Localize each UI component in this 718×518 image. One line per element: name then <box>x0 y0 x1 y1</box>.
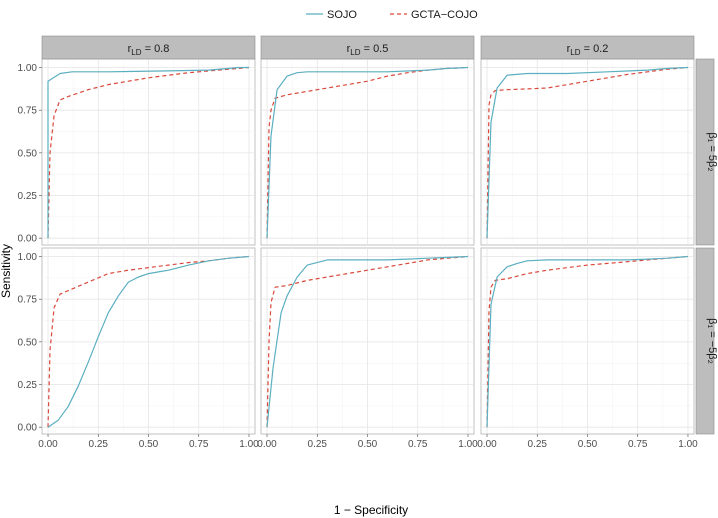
column-strip <box>41 35 256 60</box>
x-tick-label: 0.25 <box>308 439 328 450</box>
x-tick-label: 0.75 <box>408 439 428 450</box>
y-tick-label: 0.75 <box>18 295 38 306</box>
strip-label-main: r <box>128 43 132 55</box>
panel <box>260 58 475 246</box>
strip-label-sub: LD <box>570 48 580 57</box>
strip-label-main: r <box>567 43 571 55</box>
strip-label-value: = 0.2 <box>581 43 609 55</box>
series-line-gcta-cojo <box>486 255 689 428</box>
series-line-sojo <box>47 255 250 428</box>
column-strip-label: rLD = 0.5 <box>347 43 389 57</box>
y-tick-label: 0.50 <box>18 337 38 348</box>
series-line-gcta-cojo <box>486 66 689 239</box>
x-tick-label: 1.00 <box>239 439 259 450</box>
facet-panels <box>41 58 695 435</box>
x-tick-label: 0.50 <box>578 439 598 450</box>
row-strip-label: β₁ = 5β₂ <box>706 132 718 171</box>
series-line-sojo <box>486 66 689 239</box>
column-strip <box>480 35 695 60</box>
x-tick-label: 0.25 <box>89 439 109 450</box>
column-strip-label: rLD = 0.8 <box>128 43 170 57</box>
strip-label-main: r <box>347 43 351 55</box>
panel <box>480 58 695 246</box>
legend: SOJO GCTA−COJO <box>306 9 478 21</box>
y-tick-label: 0.00 <box>18 423 38 434</box>
y-tick-label: 1.00 <box>18 63 38 74</box>
legend-label: GCTA−COJO <box>411 9 478 21</box>
series-line-gcta-cojo <box>266 66 469 239</box>
x-axis-title: 1 − Specificity <box>334 503 408 517</box>
x-tick-label: 0.50 <box>358 439 378 450</box>
x-tick-label: 0.50 <box>139 439 159 450</box>
series-line-sojo <box>486 255 689 428</box>
x-tick-label: 0.00 <box>257 439 277 450</box>
y-tick-label: 0.25 <box>18 191 38 202</box>
series-line-gcta-cojo <box>266 255 469 428</box>
x-tick-label: 0.75 <box>628 439 648 450</box>
y-tick-label: 0.25 <box>18 380 38 391</box>
x-tick-label: 0.00 <box>38 439 58 450</box>
y-tick-label: 0.75 <box>18 106 38 117</box>
strip-label-value: = 0.8 <box>142 43 170 55</box>
series-line-gcta-cojo <box>47 66 250 239</box>
x-tick-label: 1.00 <box>458 439 478 450</box>
row-strip <box>695 247 715 435</box>
x-tick-label: 0.25 <box>528 439 548 450</box>
series-line-sojo <box>266 255 469 428</box>
axes: 0.000.250.500.751.000.000.250.500.751.00… <box>18 63 699 450</box>
x-tick-label: 1.00 <box>678 439 698 450</box>
strip-label-value: = 0.5 <box>361 43 389 55</box>
row-strip <box>695 58 715 246</box>
strip-label-sub: LD <box>131 48 141 57</box>
series-line-sojo <box>47 66 249 239</box>
panel <box>480 247 695 435</box>
panel <box>41 247 256 435</box>
x-tick-label: 0.00 <box>477 439 497 450</box>
series-line-sojo <box>266 66 469 239</box>
strip-label-sub: LD <box>350 48 360 57</box>
x-tick-label: 0.75 <box>189 439 209 450</box>
y-tick-label: 1.00 <box>18 252 38 263</box>
row-strip-label: β₁ = −5β₂ <box>706 318 718 364</box>
y-axis-title: Sensitivity <box>0 244 13 298</box>
panel <box>41 58 256 246</box>
y-tick-label: 0.50 <box>18 148 38 159</box>
column-strip <box>260 35 475 60</box>
panel <box>260 247 475 435</box>
y-tick-label: 0.00 <box>18 234 38 245</box>
legend-label: SOJO <box>327 9 357 21</box>
column-strip-label: rLD = 0.2 <box>567 43 609 57</box>
series-line-gcta-cojo <box>47 255 250 428</box>
